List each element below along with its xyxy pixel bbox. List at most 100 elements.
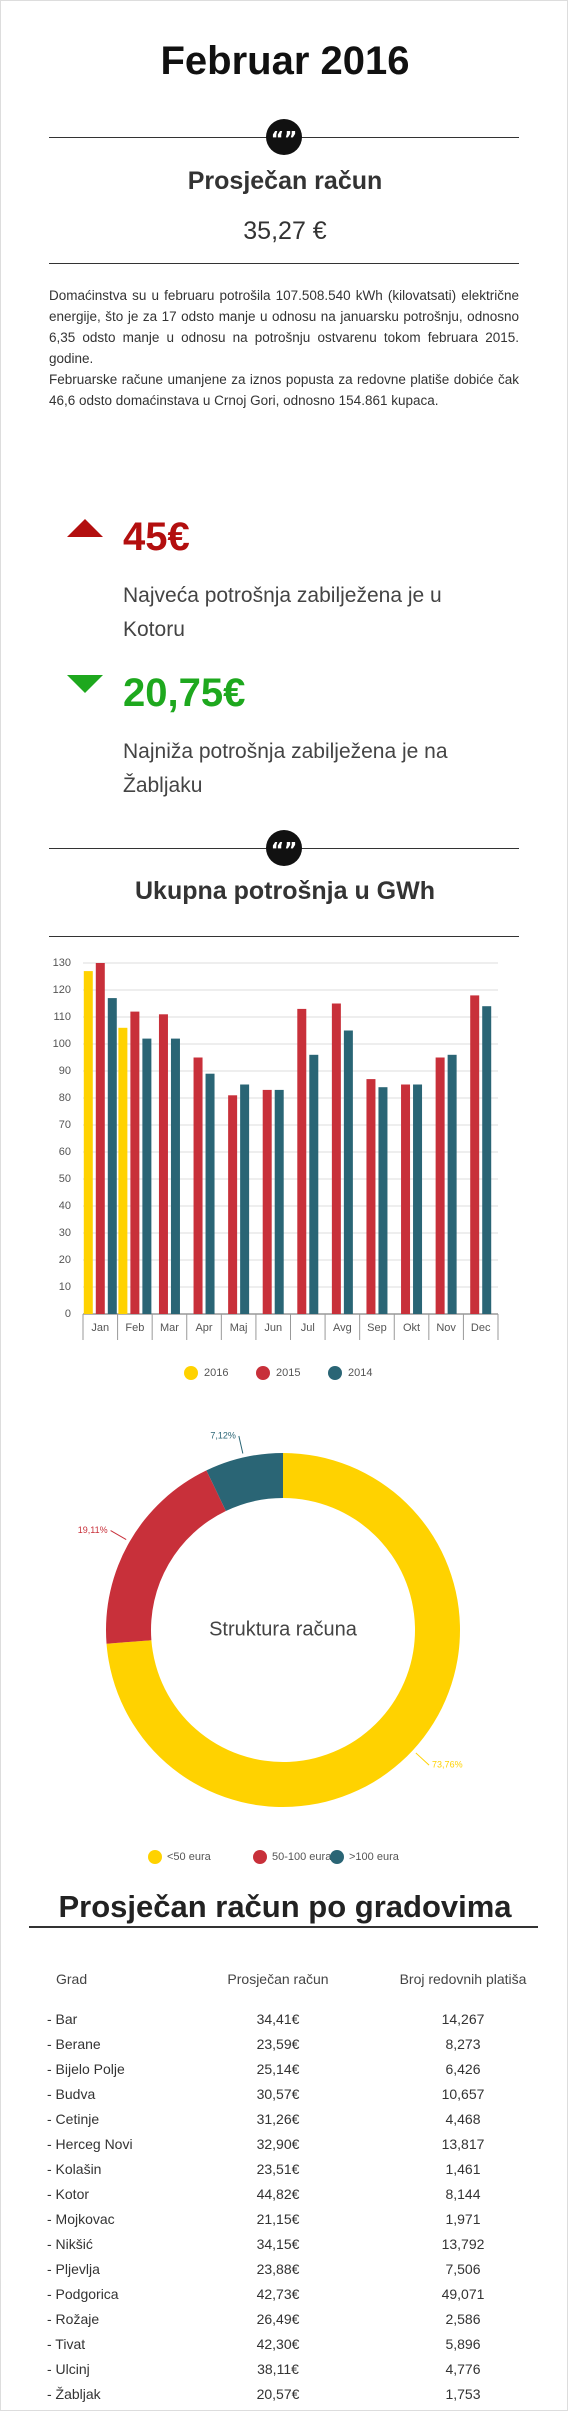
bar [240,1084,250,1314]
legend-label: 50-100 eura [272,1851,332,1863]
value-label: 7,12% [210,1430,236,1440]
table-cell: 5,896 [445,2336,481,2352]
min-text: Najniža potrošnja zabilježena je na Žabl… [123,740,448,797]
y-tick-label: 30 [59,1227,71,1239]
y-tick-label: 120 [53,984,71,996]
table-cell: 34,15€ [256,2236,300,2252]
table-cell: 2,586 [445,2311,481,2327]
donut-slice [206,1453,283,1511]
summary-label: Prosječan račun [187,167,383,195]
table-cell: - Ulcinj [47,2361,90,2377]
legend-label: 2015 [276,1367,300,1379]
x-tick-label: Dec [471,1322,491,1334]
y-tick-label: 110 [53,1011,71,1023]
label-leader [110,1530,127,1541]
legend-marker [330,1850,344,1864]
table-cell: 34,41€ [256,2011,300,2027]
table-cell: 31,26€ [256,2111,300,2127]
bar [413,1084,423,1314]
donut-center-label: Struktura računa [209,1618,358,1640]
table-cell: - Budva [47,2086,96,2102]
summary-value: 35,27 € [243,217,327,245]
y-tick-label: 90 [59,1065,71,1077]
table-cell: 8,273 [445,2036,481,2052]
x-tick-label: Avg [333,1322,352,1334]
bar [228,1095,238,1314]
table-cell: 25,14€ [256,2061,300,2077]
y-tick-label: 130 [53,957,71,969]
table-cell: - Cetinje [47,2111,100,2127]
table-cell: 1,461 [445,2161,481,2177]
table-cell: 49,071 [441,2286,485,2302]
legend-marker [253,1850,267,1864]
page-title: Februar 2016 [160,39,410,83]
table-cell: 30,57€ [256,2086,300,2102]
table-cell: - Kolašin [47,2161,102,2177]
x-tick-label: Apr [195,1322,212,1334]
table-cell: - Mojkovac [47,2211,115,2227]
bar-chart: 0 10 20 30 40 50 60 70 80 90 100 110 120 130 Jan Feb Mar… [53,957,499,1380]
table-cell: 23,51€ [256,2161,300,2177]
table-cell: - Kotor [47,2186,90,2202]
x-tick-label: Jul [301,1322,315,1334]
table-cell: 42,30€ [256,2336,300,2352]
table-cell: - Nikšić [47,2236,93,2252]
table-cell: 10,657 [441,2086,485,2102]
table-cell: 8,144 [445,2186,481,2202]
quote-icon: “” [266,830,302,866]
table-cell: 13,817 [441,2136,485,2152]
legend-label: 2014 [348,1367,372,1379]
bar [130,1011,140,1314]
y-tick-label: 50 [59,1173,71,1185]
table-cell: 23,88€ [256,2261,300,2277]
paragraph: Domaćinstva su u februaru potrošila 107.… [49,288,519,366]
bar [482,1006,492,1314]
table-cell: 13,792 [441,2236,485,2252]
bar [366,1079,376,1314]
table-cell: 1,971 [445,2211,481,2227]
x-tick-label: Sep [367,1322,387,1334]
legend-marker [148,1850,162,1864]
divider [49,263,519,264]
x-tick-label: Okt [403,1322,420,1334]
x-tick-label: Feb [125,1322,144,1334]
table-cell: 32,90€ [256,2136,300,2152]
table-cell: - Herceg Novi [47,2136,133,2152]
bar [170,1038,180,1314]
y-tick-label: 40 [59,1200,71,1212]
y-tick-label: 0 [65,1308,71,1320]
bar [118,1027,128,1314]
value-label: 19,11% [78,1525,108,1535]
table-cell: - Bar [47,2011,78,2027]
table-cell: - Žabljak [47,2386,101,2402]
down-arrow [67,675,103,693]
bar [401,1084,411,1314]
bar [378,1087,388,1314]
quote-icon: “” [266,119,302,155]
bar [95,963,105,1314]
chart-title: Ukupna potrošnja u GWh [135,877,435,905]
column-header: Prosječan račun [227,1971,329,1987]
up-arrow [67,519,103,537]
y-tick-label: 60 [59,1146,71,1158]
bar [193,1057,203,1314]
value-label: 73,76% [432,1760,463,1770]
legend-marker [184,1366,198,1380]
table-cell: 21,15€ [256,2211,300,2227]
bar [447,1054,457,1314]
bar [309,1054,319,1314]
x-tick-label: Nov [436,1322,456,1334]
table-cell: 4,776 [445,2361,481,2377]
y-tick-label: 80 [59,1092,71,1104]
column-header: Broj redovnih platiša [399,1971,527,1987]
column-header: Grad [56,1971,88,1987]
x-tick-label: Jan [91,1322,109,1334]
legend-marker [328,1366,342,1380]
y-tick-label: 70 [59,1119,71,1131]
table-cell: 26,49€ [256,2311,300,2327]
label-leader [238,1435,244,1454]
table-cell: 6,426 [445,2061,481,2077]
y-tick-label: 10 [59,1281,71,1293]
divider [29,1926,538,1928]
max-text: Najveća potrošnja zabilježena je u Kotor… [123,584,442,641]
